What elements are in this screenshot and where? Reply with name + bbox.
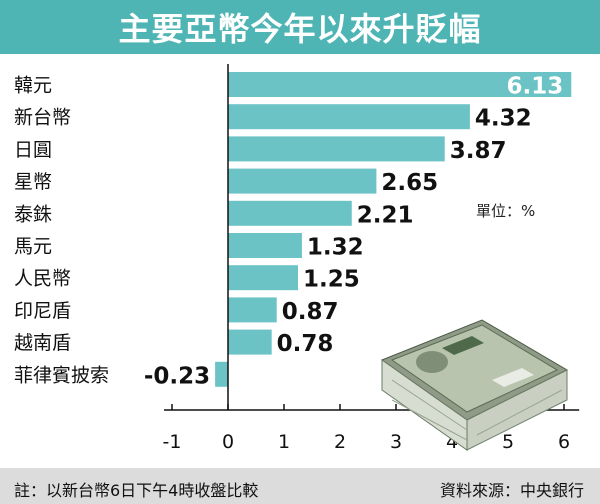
value-label: 1.25	[303, 267, 360, 293]
bar-4	[228, 200, 352, 226]
value-label: 0.78	[277, 331, 334, 357]
category-label: 印尼盾	[14, 300, 71, 322]
value-label: -0.23	[144, 363, 210, 389]
value-label: 2.65	[381, 170, 438, 196]
dollar-bills-illustration	[380, 319, 569, 451]
bar-6	[228, 265, 298, 291]
category-label: 菲律賓披索	[14, 364, 109, 386]
footer-bar	[0, 468, 600, 504]
bar-0	[228, 72, 572, 97]
x-tick-label: -1	[163, 431, 182, 453]
x-tick-label: 0	[222, 431, 234, 453]
value-label: 1.32	[307, 235, 364, 261]
category-label: 韓元	[14, 75, 52, 97]
footnote: 註：以新台幣6日下午4時收盤比較	[14, 481, 259, 500]
category-label: 馬元	[14, 236, 52, 258]
value-label: 6.13	[507, 74, 564, 100]
chart-panel: 韓元 6.13 新台幣 4.32 日圓 3.87 星幣 2.65 泰銖 2.21 馬元 1.32 人民幣…	[0, 60, 600, 465]
category-label: 星幣	[14, 171, 52, 193]
x-tick-label: 1	[278, 431, 290, 453]
x-tick-label: 5	[502, 431, 514, 453]
category-label: 日圓	[14, 139, 52, 161]
bars-layer	[215, 72, 572, 387]
bar-9	[215, 361, 228, 387]
bar-5	[228, 233, 302, 258]
bar-chart: 韓元 6.13 新台幣 4.32 日圓 3.87 星幣 2.65 泰銖 2.21 馬元 1.32 人民幣…	[14, 64, 580, 453]
category-label: 人民幣	[14, 268, 71, 290]
bar-1	[228, 104, 470, 130]
value-label: 3.87	[450, 138, 507, 164]
x-tick-label: 3	[390, 431, 402, 453]
chart-title: 主要亞幣今年以來升貶幅	[118, 10, 482, 48]
bar-2	[228, 136, 445, 162]
labels-layer: 韓元 6.13 新台幣 4.32 日圓 3.87 星幣 2.65 泰銖 2.21 馬元 1.32 人民幣…	[14, 74, 563, 390]
source-credit: 資料來源：中央銀行	[439, 481, 584, 500]
x-tick-label: 2	[334, 431, 346, 453]
bar-7	[228, 297, 277, 323]
category-label: 泰銖	[14, 203, 52, 225]
value-label: 4.32	[475, 106, 532, 132]
value-label: 2.21	[357, 202, 414, 228]
x-tick-label: 6	[558, 431, 570, 453]
unit-label: 單位：%	[476, 202, 536, 220]
value-label: 0.87	[282, 299, 339, 325]
category-label: 新台幣	[14, 107, 71, 129]
bar-8	[228, 329, 272, 355]
bar-3	[228, 168, 377, 194]
category-label: 越南盾	[14, 332, 71, 354]
title-bar: 主要亞幣今年以來升貶幅	[0, 0, 600, 54]
